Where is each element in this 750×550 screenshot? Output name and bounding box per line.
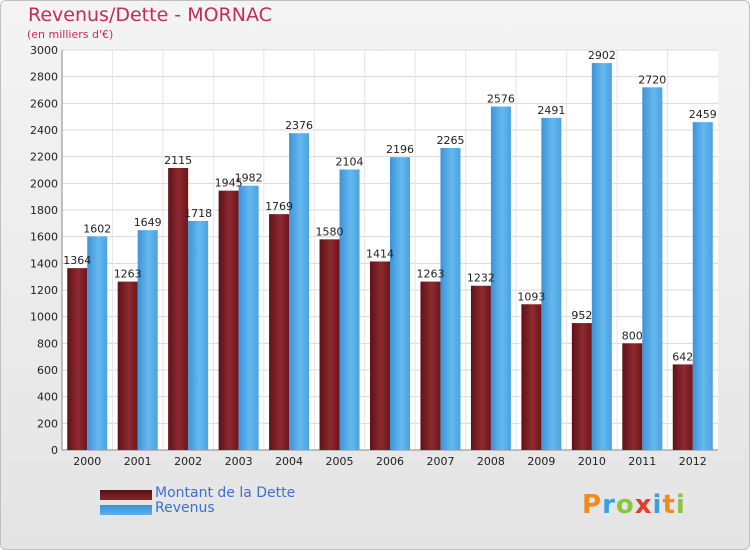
dette-value-label: 2115 <box>164 154 192 167</box>
legend-label-dette: Montant de la Dette <box>155 485 296 501</box>
x-tick-label: 2006 <box>376 455 404 468</box>
dette-bar <box>571 323 592 450</box>
revenus-bar <box>339 169 360 450</box>
dette-value-label: 1769 <box>265 200 293 213</box>
dette-value-label: 1232 <box>467 272 495 285</box>
logo-letter: x <box>634 490 653 520</box>
dette-value-label: 952 <box>571 309 592 322</box>
y-tick-label: 1200 <box>30 284 58 297</box>
dette-value-label: 1945 <box>215 177 243 190</box>
x-tick-label: 2011 <box>628 455 656 468</box>
dette-bar <box>420 281 441 450</box>
revenus-value-label: 1602 <box>83 222 111 235</box>
dette-bar <box>622 343 643 450</box>
dette-value-label: 1263 <box>416 268 444 281</box>
logo-letter: r <box>602 490 616 520</box>
legend-label-revenus: Revenus <box>155 500 215 516</box>
chart-title: Revenus/Dette - MORNAC <box>28 4 272 26</box>
y-tick-label: 2800 <box>30 71 58 84</box>
x-tick-label: 2010 <box>578 455 606 468</box>
revenus-bar <box>642 87 663 450</box>
revenus-bar <box>188 220 209 450</box>
logo-letter: i <box>675 490 686 520</box>
logo-letter: P <box>582 490 603 520</box>
revenus-bar <box>440 148 461 450</box>
revenus-bar <box>137 230 158 450</box>
y-tick-label: 2200 <box>30 151 58 164</box>
revenus-bar <box>591 63 612 451</box>
dette-bar <box>269 214 290 450</box>
x-tick-label: 2003 <box>225 455 253 468</box>
dette-bar <box>117 281 138 450</box>
y-tick-label: 0 <box>51 444 58 457</box>
y-tick-label: 1800 <box>30 204 58 217</box>
dette-bar <box>168 168 189 450</box>
dette-value-label: 1580 <box>316 225 344 238</box>
x-tick-label: 2009 <box>527 455 555 468</box>
y-tick-label: 800 <box>37 337 58 350</box>
legend-swatch-revenus <box>100 505 152 515</box>
x-tick-label: 2002 <box>174 455 202 468</box>
dette-value-label: 1263 <box>114 268 142 281</box>
dette-bar <box>67 268 88 450</box>
revenus-bar <box>541 117 562 450</box>
revenus-bar <box>87 236 108 450</box>
chart-subtitle: (en milliers d'€) <box>27 28 114 41</box>
revenus-value-label: 2104 <box>336 155 364 168</box>
revenus-value-label: 2196 <box>386 143 414 156</box>
revenus-value-label: 2720 <box>638 73 666 86</box>
revenus-value-label: 1649 <box>134 216 162 229</box>
revenus-value-label: 1982 <box>235 172 263 185</box>
dette-bar <box>521 304 542 450</box>
x-tick-label: 2005 <box>326 455 354 468</box>
dette-bar <box>319 239 340 450</box>
y-tick-label: 1000 <box>30 311 58 324</box>
revenus-bar <box>692 122 713 450</box>
x-tick-label: 2001 <box>124 455 152 468</box>
x-tick-label: 2000 <box>73 455 101 468</box>
dette-value-label: 642 <box>672 350 693 363</box>
y-tick-label: 2600 <box>30 97 58 110</box>
y-tick-label: 600 <box>37 364 58 377</box>
revenus-value-label: 2576 <box>487 93 515 106</box>
logo-letter: i <box>652 490 663 520</box>
dette-value-label: 1364 <box>63 254 91 267</box>
dette-value-label: 1414 <box>366 247 394 260</box>
dette-bar <box>370 261 390 450</box>
revenus-bar <box>490 106 511 451</box>
revenus-bar <box>390 157 410 450</box>
y-tick-label: 2000 <box>30 177 58 190</box>
x-tick-label: 2012 <box>679 455 707 468</box>
revenus-value-label: 2902 <box>588 49 616 62</box>
dette-bar <box>218 190 239 450</box>
x-tick-label: 2004 <box>275 455 303 468</box>
y-tick-label: 1400 <box>30 257 58 270</box>
revenus-bar <box>289 133 310 450</box>
x-tick-label: 2007 <box>426 455 454 468</box>
y-tick-label: 400 <box>37 391 58 404</box>
revenus-bar <box>238 185 259 450</box>
x-tick-label: 2008 <box>477 455 505 468</box>
y-tick-label: 200 <box>37 417 58 430</box>
legend-swatch-dette <box>100 490 152 500</box>
y-tick-label: 1600 <box>30 231 58 244</box>
dette-bar <box>470 285 491 450</box>
proxiti-logo: Proxiti <box>582 490 686 520</box>
revenus-value-label: 2265 <box>436 134 464 147</box>
dette-bar <box>672 364 693 450</box>
bars <box>67 63 713 451</box>
dette-value-label: 1093 <box>517 290 545 303</box>
logo-letter: t <box>662 490 676 520</box>
y-tick-label: 2400 <box>30 124 58 137</box>
revenus-value-label: 2376 <box>285 119 313 132</box>
revenus-value-label: 1718 <box>184 207 212 220</box>
y-tick-label: 3000 <box>30 44 58 57</box>
logo-letter: o <box>615 490 635 520</box>
dette-value-label: 800 <box>622 329 643 342</box>
revenus-value-label: 2459 <box>689 108 717 121</box>
revenus-value-label: 2491 <box>537 104 565 117</box>
